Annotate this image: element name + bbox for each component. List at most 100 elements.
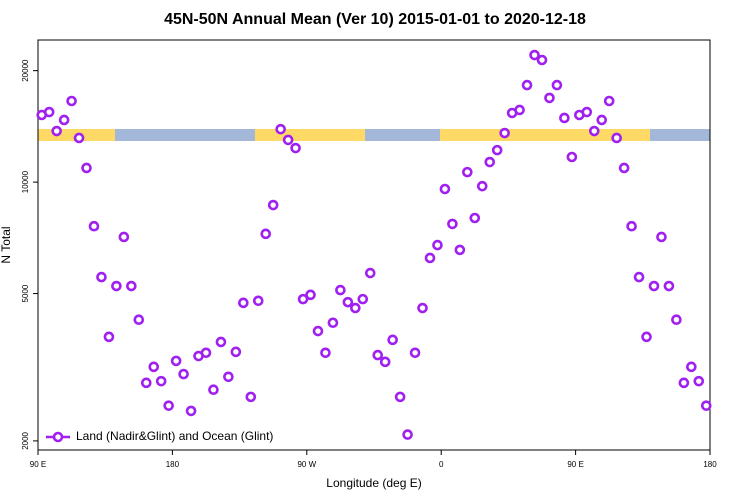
data-point — [447, 218, 458, 230]
data-point — [648, 280, 660, 292]
data-point — [671, 314, 682, 325]
data-point — [529, 49, 540, 61]
data-point — [484, 156, 496, 168]
data-point — [618, 162, 630, 174]
data-point — [208, 384, 219, 395]
y-tick-label: 5000 — [21, 284, 30, 302]
data-point — [559, 112, 570, 124]
data-point — [126, 280, 137, 292]
data-point — [491, 144, 503, 156]
data-point — [215, 336, 227, 348]
data-point — [118, 231, 130, 243]
data-point — [81, 162, 92, 174]
data-point — [656, 231, 667, 243]
data-point — [663, 280, 675, 292]
data-point — [58, 114, 70, 126]
x-tick-label: 90 E — [30, 460, 46, 469]
data-point — [387, 334, 398, 346]
x-tick-label: 90 W — [297, 460, 316, 469]
data-point — [282, 134, 294, 146]
data-point — [133, 314, 145, 325]
data-point — [596, 114, 608, 126]
data-point — [66, 95, 77, 107]
data-point — [469, 212, 481, 224]
data-point — [357, 293, 369, 305]
data-point — [252, 295, 264, 307]
data-point — [223, 371, 234, 383]
x-tick-label: 0 — [439, 460, 444, 469]
data-point — [163, 400, 174, 411]
data-point — [462, 166, 473, 178]
data-point — [364, 267, 376, 279]
plot-frame — [37, 39, 711, 451]
x-tick-label: 180 — [166, 460, 180, 469]
data-point — [103, 331, 115, 343]
data-point — [432, 239, 443, 251]
data-point — [641, 331, 652, 343]
data-point — [581, 106, 593, 118]
y-axis-label: N Total — [0, 226, 13, 263]
data-point — [693, 375, 705, 387]
data-point — [170, 355, 182, 367]
data-point — [267, 199, 279, 211]
data-point — [379, 356, 391, 368]
data-point — [700, 400, 712, 411]
data-point — [536, 54, 548, 66]
data-point — [611, 132, 622, 144]
data-point — [439, 183, 451, 195]
data-point — [394, 391, 406, 403]
data-point — [566, 151, 578, 163]
data-point — [88, 220, 100, 232]
data-point — [178, 368, 189, 380]
data-point — [238, 297, 249, 309]
data-point — [350, 302, 361, 314]
data-point — [275, 123, 286, 135]
x-axis-label: Longitude (deg E) — [326, 476, 421, 490]
x-tick-label: 90 E — [567, 460, 583, 469]
data-point — [51, 125, 62, 137]
data-point — [140, 377, 152, 389]
legend-marker — [52, 431, 64, 443]
chart-title: 45N-50N Annual Mean (Ver 10) 2015-01-01 … — [164, 11, 586, 28]
data-point — [245, 391, 257, 403]
data-point — [476, 180, 488, 192]
data-point — [185, 405, 197, 417]
data-point — [155, 375, 167, 387]
data-point — [290, 142, 301, 154]
data-point — [148, 361, 160, 373]
data-point — [603, 95, 615, 107]
data-point — [424, 252, 436, 264]
data-point — [521, 79, 533, 91]
data-point — [96, 271, 107, 283]
data-point — [454, 244, 466, 256]
y-tick-label: 20000 — [21, 59, 30, 82]
data-point — [312, 325, 324, 337]
data-point — [686, 361, 697, 373]
legend-label: Land (Nadir&Glint) and Ocean (Glint) — [76, 429, 273, 443]
data-point — [402, 429, 413, 440]
data-point — [417, 302, 428, 314]
data-point — [200, 347, 212, 359]
data-point — [633, 271, 645, 283]
data-point — [499, 127, 510, 139]
data-point — [230, 346, 242, 358]
data-point — [327, 317, 339, 329]
data-point — [544, 92, 555, 104]
data-point — [111, 280, 122, 292]
data-point — [678, 377, 690, 389]
data-point — [43, 106, 55, 118]
data-point — [320, 347, 331, 359]
data-point — [409, 347, 421, 359]
data-point — [73, 132, 85, 144]
data-point — [626, 220, 637, 232]
y-tick-label: 2000 — [21, 431, 30, 449]
data-point — [588, 125, 600, 137]
data-point — [335, 284, 346, 296]
data-point — [305, 289, 316, 301]
x-tick-label: 180 — [703, 460, 717, 469]
data-point — [551, 79, 563, 91]
land-ocean-strip — [38, 129, 710, 141]
data-point — [372, 349, 384, 361]
y-tick-label: 10000 — [21, 170, 30, 193]
